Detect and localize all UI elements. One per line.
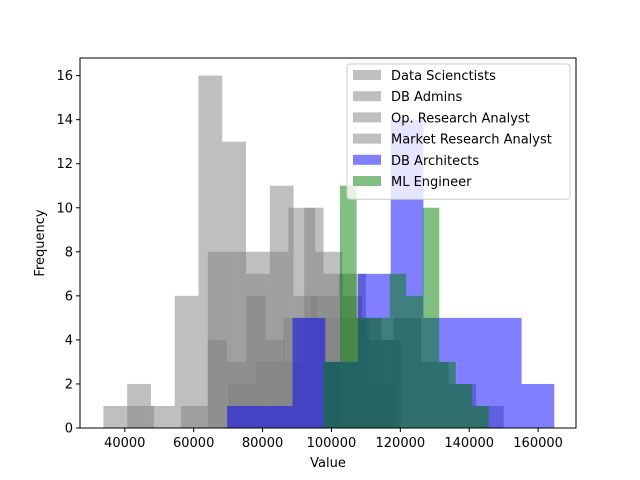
legend: Data Scienctists DB Admins Op. Research An… xyxy=(346,63,571,200)
legend-label-1: Data Scienctists xyxy=(391,69,496,84)
y-tick-label: 12 xyxy=(56,157,73,172)
bar-6-7 xyxy=(422,207,440,428)
legend-swatch-1 xyxy=(353,70,381,80)
x-tick-label: 160000 xyxy=(513,436,563,451)
legend-label-3: Op. Research Analyst xyxy=(391,111,530,126)
bar-6-10 xyxy=(472,405,489,428)
legend-swatch-3 xyxy=(353,112,381,123)
y-tick-label: 8 xyxy=(65,245,73,260)
bar-5-1 xyxy=(227,405,260,428)
bar-1-1 xyxy=(103,405,128,428)
y-tick-label: 6 xyxy=(65,289,73,304)
bar-6-1 xyxy=(323,361,341,428)
y-tick-label: 4 xyxy=(65,333,73,348)
bar-6-6 xyxy=(406,295,423,428)
x-tick-label: 140000 xyxy=(444,436,494,451)
legend-swatch-2 xyxy=(353,91,381,102)
y-tick-label: 0 xyxy=(65,422,73,437)
y-axis-title: Frequency xyxy=(33,209,48,276)
legend-swatch-6 xyxy=(353,176,381,186)
bar-1-4 xyxy=(174,295,199,428)
bar-5-2 xyxy=(259,405,293,428)
x-tick-label: 120000 xyxy=(376,436,426,451)
bar-6-2 xyxy=(340,185,357,428)
bar-6-9 xyxy=(455,383,473,428)
legend-swatch-4 xyxy=(353,133,381,144)
legend-box xyxy=(346,63,571,200)
x-tick-label: 60000 xyxy=(173,436,214,451)
bar-6-3 xyxy=(356,317,374,428)
legend-label-6: ML Engineer xyxy=(391,175,472,190)
y-tick-label: 10 xyxy=(56,201,73,216)
bar-5-10 xyxy=(521,383,555,428)
legend-label-5: DB Architects xyxy=(391,154,479,169)
legend-swatch-5 xyxy=(353,154,381,165)
y-tick-label: 16 xyxy=(56,69,73,84)
bar-2-1 xyxy=(127,405,155,428)
bar-6-5 xyxy=(389,273,407,428)
bar-1-3 xyxy=(150,405,175,428)
bar-2-3 xyxy=(180,405,208,428)
x-axis-title: Value xyxy=(310,456,346,471)
bar-3-1 xyxy=(207,339,228,428)
legend-label-4: Market Research Analyst xyxy=(391,133,552,148)
x-tick-label: 80000 xyxy=(242,436,283,451)
legend-label-2: DB Admins xyxy=(391,90,462,105)
bar-5-3 xyxy=(292,317,326,428)
y-axis: 0 2 4 6 8 10 12 14 16 xyxy=(56,69,80,437)
y-tick-label: 2 xyxy=(65,377,73,392)
x-axis: 40000 60000 80000 100000 120000 140000 160000 xyxy=(104,428,563,451)
bar-6-8 xyxy=(439,361,456,428)
x-tick-label: 100000 xyxy=(307,436,357,451)
x-tick-label: 40000 xyxy=(104,436,145,451)
bars-layer xyxy=(103,75,555,429)
plot-frame xyxy=(79,57,577,429)
y-tick-label: 14 xyxy=(56,113,73,128)
bar-5-9 xyxy=(488,317,522,428)
bar-6-4 xyxy=(373,317,390,428)
